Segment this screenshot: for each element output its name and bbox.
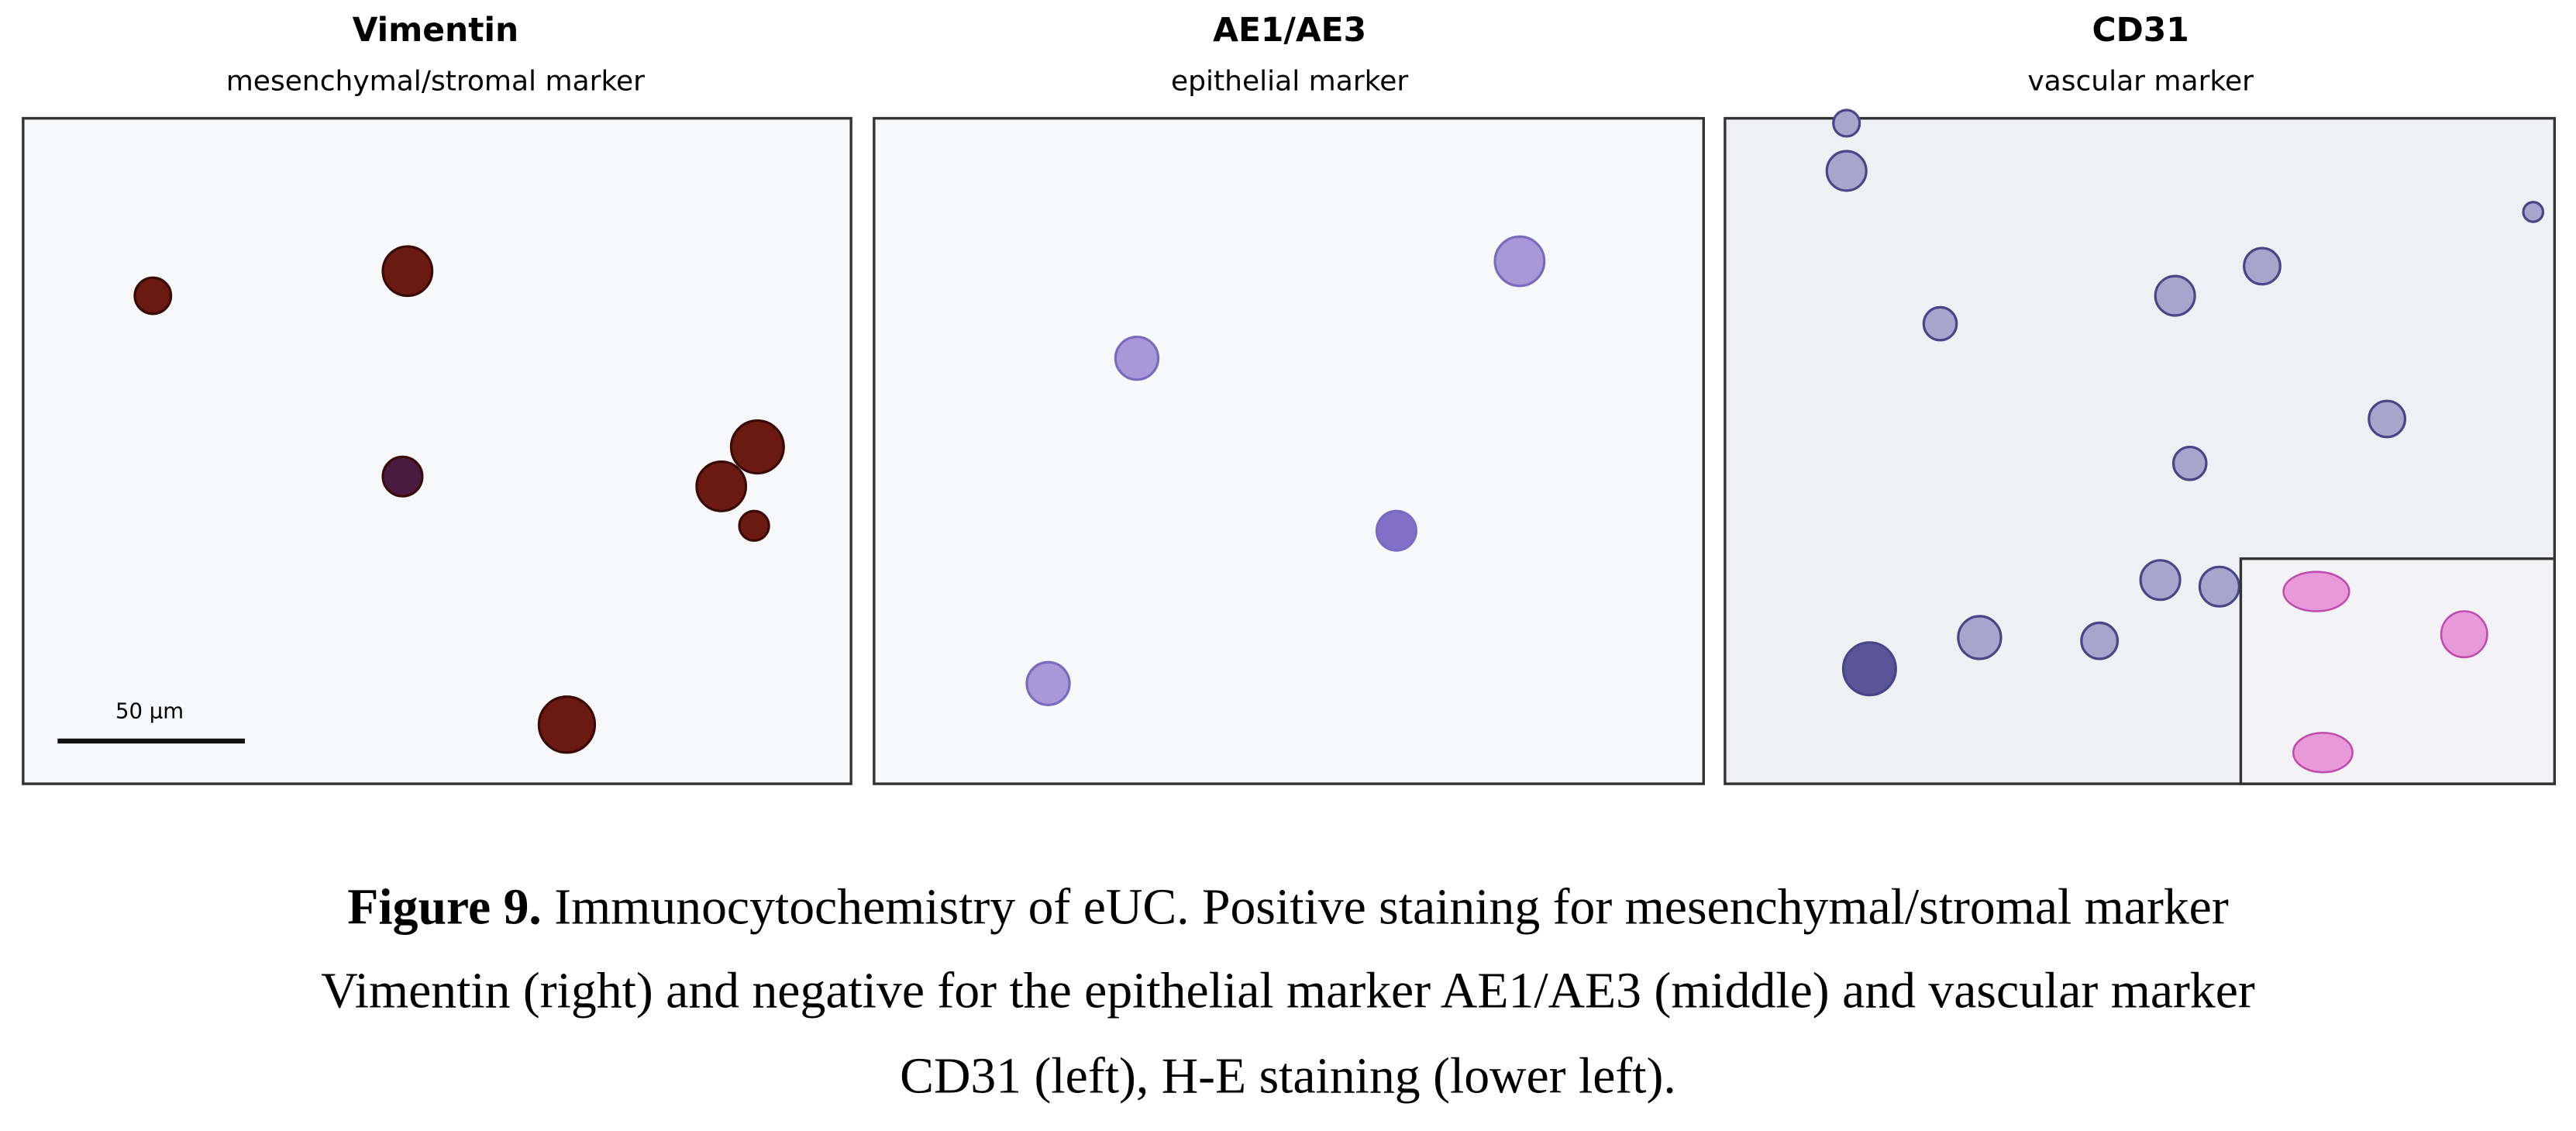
cell <box>2154 274 2196 317</box>
panel-frame <box>22 116 852 785</box>
cell <box>2368 399 2406 439</box>
cell <box>2282 571 2350 612</box>
cells <box>1025 235 1546 706</box>
cell <box>1114 335 1160 381</box>
panel-frame <box>873 116 1705 785</box>
caption-line: CD31 (left), H-E staining (lower left). <box>900 1048 1676 1105</box>
panel-title: AE1/AE3 <box>1213 11 1366 49</box>
cell <box>1825 150 1868 192</box>
cell <box>1493 235 1546 288</box>
cell <box>1832 109 1861 138</box>
cell <box>1957 615 2003 660</box>
cell <box>1025 660 1071 706</box>
micrograph-cd31 <box>1724 109 2556 785</box>
cells <box>1825 109 2545 697</box>
micrograph-ae1-ae3 <box>873 116 1705 785</box>
cell <box>729 419 785 475</box>
inset-cells <box>2282 571 2488 774</box>
cell <box>2522 201 2545 223</box>
panel-subtitle: vascular marker <box>2027 66 2254 98</box>
cell <box>133 276 173 316</box>
caption-line: Vimentin (right) and negative for the ep… <box>321 962 2255 1019</box>
cell <box>1841 641 1897 697</box>
cell <box>2080 621 2120 660</box>
cell <box>1922 305 1958 342</box>
cell <box>2139 559 2182 602</box>
cell <box>381 455 424 498</box>
micrograph-vimentin: 50 µm <box>22 116 852 785</box>
cell <box>1375 509 1417 552</box>
caption-line: Figure 9. Immunocytochemistry of eUC. Po… <box>347 878 2229 935</box>
cells <box>133 245 785 754</box>
cell <box>2243 247 2282 286</box>
caption-label: Figure 9. <box>347 878 542 935</box>
panel-subtitle: epithelial marker <box>1171 66 1408 98</box>
panel-title: Vimentin <box>353 11 519 49</box>
cell <box>2171 445 2208 481</box>
caption-text: Immunocytochemistry of eUC. Positive sta… <box>542 878 2229 935</box>
cell <box>2198 565 2240 608</box>
scale-bar-label: 50 µm <box>115 698 184 723</box>
cell <box>738 509 770 542</box>
cell <box>537 695 597 754</box>
cell <box>2292 732 2354 774</box>
cell <box>695 460 748 512</box>
panel-subtitle: mesenchymal/stromal marker <box>226 66 645 98</box>
cell <box>2440 610 2488 659</box>
panel-title: CD31 <box>2092 11 2189 49</box>
cell <box>381 245 434 298</box>
